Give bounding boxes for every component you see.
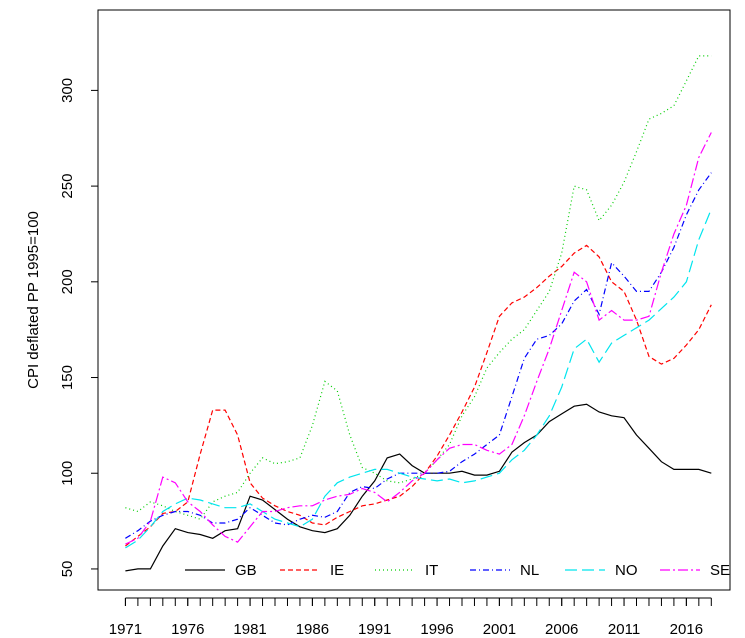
- legend-label: IE: [330, 562, 344, 579]
- y-axis-label: CPI deflated PP 1995=100: [25, 211, 42, 389]
- y-tick-label: 300: [59, 78, 76, 103]
- x-tick-label: 1996: [420, 621, 453, 638]
- series-line: [125, 172, 712, 539]
- y-tick-label: 150: [59, 365, 76, 390]
- x-tick-label: 2016: [670, 621, 703, 638]
- x-tick-label: 2001: [483, 621, 516, 638]
- legend-label: NL: [520, 562, 539, 579]
- x-tick-label: 1986: [296, 621, 329, 638]
- x-tick-label: 1971: [109, 621, 142, 638]
- y-tick-label: 250: [59, 174, 76, 199]
- x-tick-label: 1981: [233, 621, 266, 638]
- legend-label: NO: [615, 562, 638, 579]
- legend-label: IT: [425, 562, 438, 579]
- legend-label: SE: [710, 562, 730, 579]
- series-line: [125, 208, 712, 549]
- y-tick-label: 50: [59, 561, 76, 578]
- x-tick-label: 2011: [608, 621, 640, 638]
- series-line: [125, 132, 712, 545]
- y-tick-label: 100: [59, 461, 76, 486]
- series-line: [125, 403, 712, 572]
- series-line: [125, 244, 712, 547]
- y-tick-label: 200: [59, 269, 76, 294]
- legend-label: GB: [235, 562, 257, 579]
- x-tick-label: 2006: [545, 621, 578, 638]
- x-tick-label: 1991: [358, 621, 391, 638]
- x-tick-label: 1976: [171, 621, 204, 638]
- plot-box: [97, 9, 731, 591]
- series-line: [125, 55, 712, 520]
